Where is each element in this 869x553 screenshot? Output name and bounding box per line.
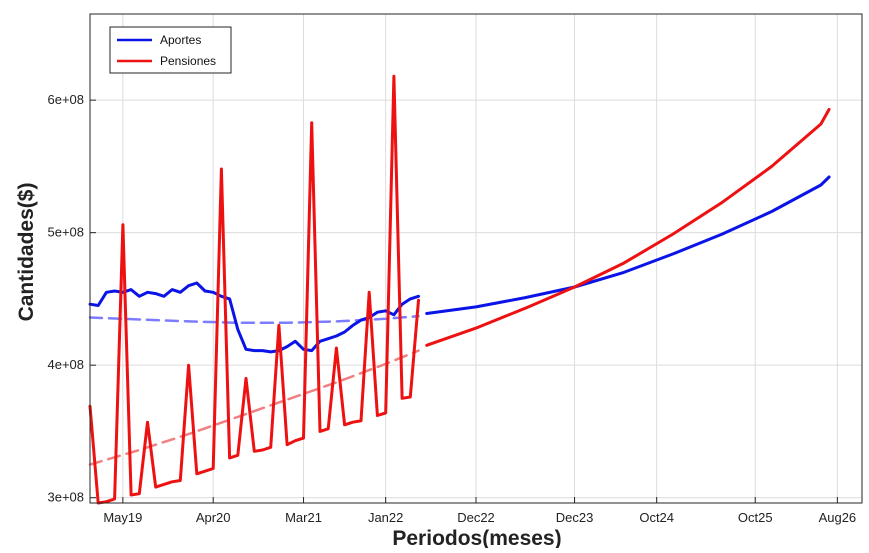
x-axis-title: Periodos(meses)	[392, 527, 561, 548]
x-tick-label: Oct25	[738, 510, 773, 525]
y-axis-title: Cantidades($)	[15, 183, 38, 322]
legend: Aportes Pensiones	[109, 26, 232, 74]
series-line-2	[88, 314, 420, 325]
series-line-3	[88, 349, 420, 466]
x-tick-label: May19	[103, 510, 142, 525]
y-tick-label: 4e+08	[47, 357, 84, 372]
series-line-4	[425, 175, 831, 315]
series-group	[88, 74, 831, 505]
x-tick-label: Dec23	[556, 510, 594, 525]
x-tick-label: Aug26	[819, 510, 857, 525]
x-tick-label: Mar21	[285, 510, 322, 525]
legend-box	[109, 26, 232, 74]
legend-label-aportes: Aportes	[160, 33, 201, 47]
y-tick-label: 6e+08	[47, 92, 84, 107]
series-line-5	[425, 107, 831, 347]
x-tick-label: Dec22	[457, 510, 495, 525]
y-tick-label: 5e+08	[47, 225, 84, 240]
y-tick-label: 3e+08	[47, 490, 84, 505]
series-line-1	[88, 74, 420, 505]
legend-label-pensiones: Pensiones	[160, 54, 216, 68]
x-tick-label: Apr20	[196, 510, 231, 525]
x-tick-label: Oct24	[639, 510, 674, 525]
x-tick-label: Jan22	[368, 510, 403, 525]
tick-labels: May19 Apr20 Mar21 Jan22 Dec22 Dec23 Oct24 Oct25…	[47, 92, 856, 525]
series-line-0	[88, 281, 420, 354]
